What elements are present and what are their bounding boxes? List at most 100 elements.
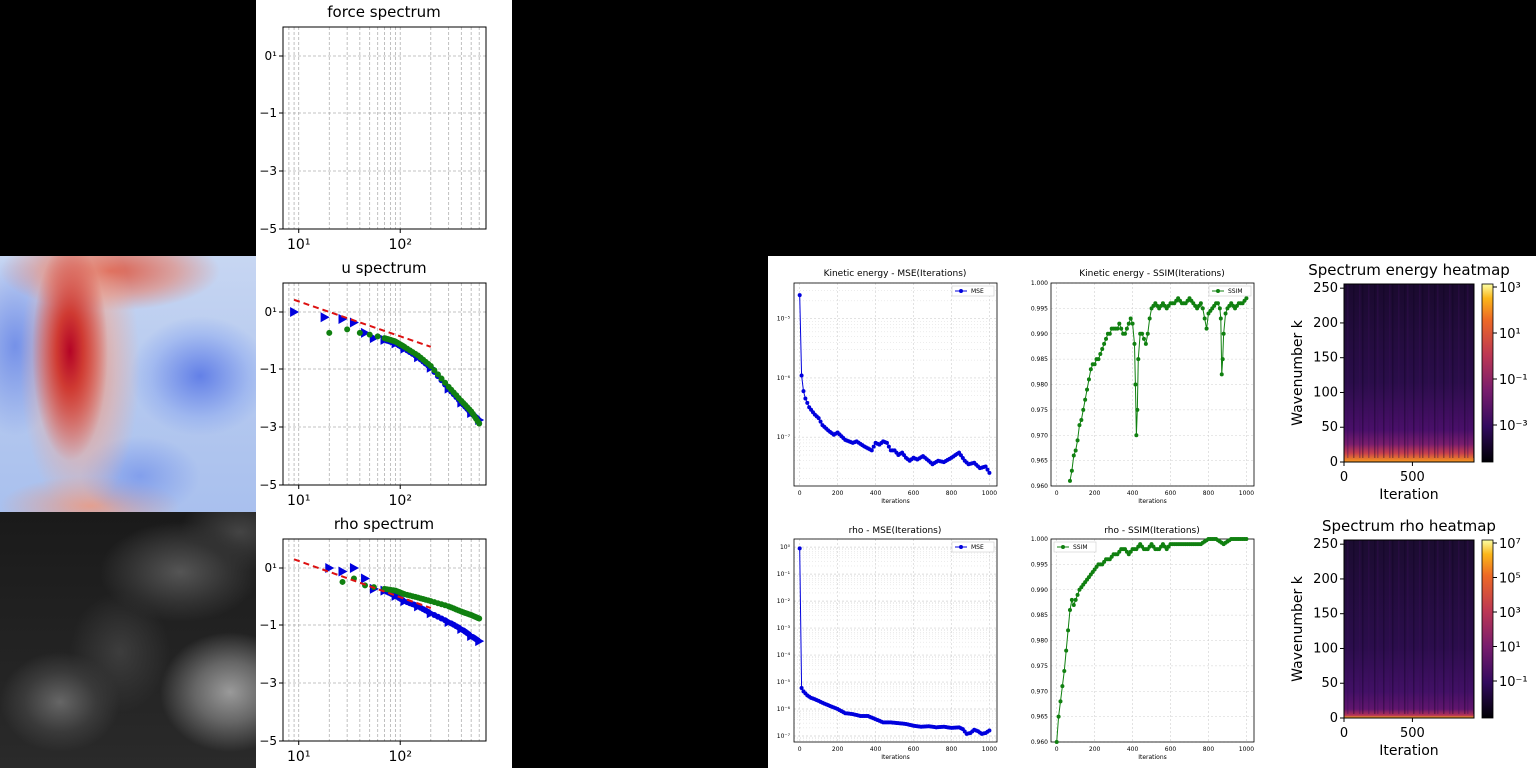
metric-ytick-label: 10⁻⁶: [777, 706, 791, 713]
heatmap-streak: [1368, 540, 1370, 714]
metric-point: [1126, 321, 1131, 326]
spectrum-ytick-label: 0¹: [265, 49, 278, 63]
metric-point: [1100, 346, 1105, 351]
metric-dense-point: [909, 723, 914, 728]
heatmap-streak: [1407, 284, 1409, 458]
metric-xtick-label: 200: [832, 490, 844, 497]
heatmap-ytick-label: 250: [1313, 537, 1338, 552]
metric-dense-point: [894, 450, 899, 455]
metric-point: [1135, 407, 1140, 412]
metric-dense-point: [1090, 569, 1095, 574]
metric-legend-box: [951, 541, 995, 553]
metric-xlabel: Iterations: [1138, 754, 1167, 761]
spectrum-xtick-label: 10²: [389, 749, 412, 765]
metric-ytick-label: 0.990: [1031, 587, 1048, 594]
metric-ytick-label: 10⁻⁵: [777, 679, 791, 686]
metric-dense-point: [1162, 544, 1167, 549]
metric-dense-point: [1181, 301, 1186, 306]
spectrum-xtick-label: 10¹: [287, 493, 310, 509]
metric-ytick-label: 0.985: [1031, 612, 1048, 619]
heatmap-streak: [1347, 284, 1349, 458]
spectrum-ytick-label: −1: [259, 618, 277, 632]
heatmap-image: [1344, 540, 1474, 718]
rho-ssim-plot: rho - SSIM(Iterations) 0 200 400 600 800 1000…: [1031, 526, 1255, 761]
metric-dense-point: [803, 691, 808, 696]
metric-point: [1220, 357, 1225, 362]
heatmap-streak: [1383, 284, 1385, 458]
spectrum-dense-point: [412, 593, 419, 600]
spectrum-dense-point: [442, 602, 449, 609]
heatmap-streak: [1374, 540, 1376, 714]
spectrum-xtick-label: 10¹: [287, 749, 310, 765]
rho-heatmap-title: Spectrum rho heatmap: [1322, 517, 1496, 535]
metric-xtick-label: 600: [1165, 490, 1177, 497]
heatmap-streak: [1377, 540, 1379, 714]
metric-dense-point: [1219, 540, 1224, 545]
metric-point: [1075, 592, 1080, 597]
spectrum-xtick-label: 10²: [389, 493, 412, 509]
heatmap-streak: [1392, 284, 1394, 458]
heatmap-streak: [1467, 540, 1469, 714]
metric-legend-label: SSIM: [1228, 288, 1243, 295]
metrics-panels: Kinetic energy - MSE(Iterations) 0 200 400…: [768, 256, 1536, 768]
rho-spectrum-plot: rho spectrum 0¹ −1 −3 −5 10¹ 10²: [259, 515, 487, 765]
metric-point: [1060, 684, 1065, 689]
metric-dense-point: [970, 729, 975, 734]
heatmap-streak: [1392, 540, 1394, 714]
heatmap-ytick-label: 0: [1330, 455, 1338, 470]
metric-xtick-label: 0: [1055, 490, 1059, 497]
metric-xtick-label: 200: [1089, 746, 1101, 753]
metric-dense-point: [1189, 542, 1194, 547]
metric-ytick-label: 10⁻⁷: [777, 434, 791, 441]
metric-point: [1071, 602, 1076, 607]
metric-dense-point: [1227, 303, 1232, 308]
heatmap-frame: [1343, 283, 1475, 463]
velocity-field-image: [0, 256, 256, 512]
metric-dense-point: [810, 410, 815, 415]
ke-ssim-title: Kinetic energy - SSIM(Iterations): [1079, 269, 1225, 279]
spectrum-circle-point: [366, 331, 373, 338]
metric-dense-point: [894, 720, 899, 725]
metric-xtick-label: 800: [946, 490, 958, 497]
colorbar-tick-label: 10⁻¹: [1499, 675, 1528, 690]
metric-ytick-label: 0.960: [1031, 483, 1048, 490]
metric-point: [801, 389, 806, 394]
metric-legend-marker: [959, 289, 963, 293]
metric-point: [799, 686, 804, 691]
metric-ytick-label: 10⁻⁷: [777, 733, 791, 740]
metric-ytick-label: 10⁻⁶: [777, 375, 791, 382]
metric-point: [1073, 448, 1078, 453]
spectrum-triangle-point: [349, 563, 359, 573]
spectrum-dense-point: [442, 617, 449, 624]
spectrum-dense-point: [434, 371, 441, 378]
force-spectrum-plot: force spectrum 0¹ −1 −3 −5 10¹ 10²: [259, 3, 487, 253]
spectrum-dense-point: [412, 350, 419, 357]
metric-point: [1079, 418, 1084, 423]
heatmap-streak: [1404, 540, 1406, 714]
metric-dense-point: [939, 724, 944, 729]
spectrum-ytick-label: −3: [259, 676, 277, 690]
metric-dense-point: [1140, 544, 1145, 549]
metric-legend-label: MSE: [971, 288, 984, 295]
metric-dense-point: [1242, 537, 1247, 541]
metric-axes-frame: [793, 282, 998, 487]
metric-dense-point: [1147, 544, 1152, 549]
metric-point: [1054, 740, 1059, 744]
metric-dense-point: [814, 414, 819, 419]
metric-dense-point: [898, 451, 903, 456]
metric-dense-point: [856, 713, 861, 718]
ke-mse-title: Kinetic energy - MSE(Iterations): [824, 269, 967, 279]
metric-dense-point: [985, 467, 990, 472]
metric-point: [1098, 352, 1103, 357]
colorbar-tick-label: 10³: [1499, 606, 1521, 621]
metric-dense-point: [1193, 303, 1198, 308]
metric-ytick-label: 0.995: [1031, 561, 1048, 568]
metric-dense-point: [1162, 303, 1167, 308]
metric-point: [1145, 331, 1150, 336]
heatmap-streak: [1353, 540, 1355, 714]
spectrum-circle-point: [344, 326, 351, 333]
metric-axes-frame: [1050, 282, 1255, 487]
metric-point: [1062, 668, 1067, 673]
metric-dense-point: [852, 440, 857, 445]
metric-ytick-label: 10⁰: [780, 544, 791, 551]
